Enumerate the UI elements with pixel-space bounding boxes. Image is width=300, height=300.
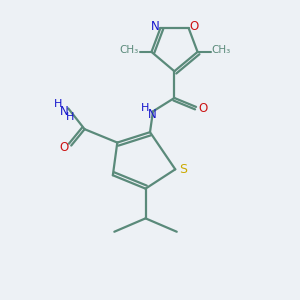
- Text: O: O: [189, 20, 199, 33]
- Text: CH₃: CH₃: [120, 45, 139, 56]
- Text: N: N: [148, 108, 157, 121]
- Text: H: H: [54, 99, 62, 109]
- Text: O: O: [199, 102, 208, 115]
- Text: H: H: [140, 103, 149, 113]
- Text: N: N: [60, 105, 69, 118]
- Text: O: O: [59, 140, 68, 154]
- Text: CH₃: CH₃: [212, 45, 231, 56]
- Text: H: H: [66, 112, 74, 122]
- Text: S: S: [180, 163, 188, 176]
- Text: N: N: [151, 20, 159, 33]
